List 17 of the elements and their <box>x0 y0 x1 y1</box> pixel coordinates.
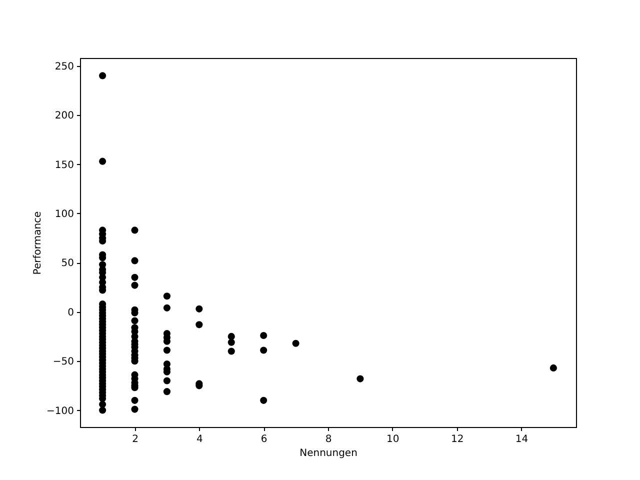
y-tick-label: 50 <box>61 258 74 270</box>
x-tick-label: 4 <box>196 434 203 445</box>
x-tick-label: 8 <box>325 434 332 445</box>
y-tick-label: 250 <box>54 61 74 72</box>
x-axis-title: Nennungen <box>300 448 358 459</box>
y-tick-label: 100 <box>54 208 74 220</box>
x-tick-label: 14 <box>515 434 528 445</box>
y-tick-label: 150 <box>54 160 74 171</box>
y-tick-label: −50 <box>52 356 74 368</box>
x-tick-label: 6 <box>260 434 268 445</box>
x-tick-label: 2 <box>132 434 138 445</box>
y-tick-label: −100 <box>46 406 74 417</box>
y-axis-title: Performance <box>32 211 44 275</box>
x-tick-label: 10 <box>386 434 400 445</box>
x-tick-label: 12 <box>450 434 464 445</box>
y-tick-label: 0 <box>68 307 74 318</box>
y-tick-label: 200 <box>54 110 74 122</box>
